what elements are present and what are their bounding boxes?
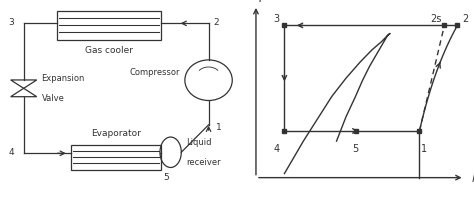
Text: 3: 3 xyxy=(9,18,14,27)
Text: 1: 1 xyxy=(421,143,427,153)
Text: 3: 3 xyxy=(273,14,280,24)
Text: 2: 2 xyxy=(462,14,468,24)
Text: Compressor: Compressor xyxy=(129,68,180,77)
Text: 2s: 2s xyxy=(431,14,442,24)
Text: Evaporator: Evaporator xyxy=(91,128,141,137)
Text: 1: 1 xyxy=(216,123,221,132)
Text: Gas cooler: Gas cooler xyxy=(85,46,133,55)
Bar xyxy=(57,12,161,40)
Text: 5: 5 xyxy=(352,143,359,153)
Text: 4: 4 xyxy=(273,143,280,153)
Text: h: h xyxy=(472,173,474,183)
Text: 2: 2 xyxy=(213,18,219,27)
Text: 5: 5 xyxy=(163,172,169,181)
Text: 4: 4 xyxy=(9,147,14,156)
Text: receiver: receiver xyxy=(186,158,221,167)
Text: P: P xyxy=(258,0,265,4)
Text: Liquid: Liquid xyxy=(186,138,211,146)
Text: Valve: Valve xyxy=(42,94,64,103)
Text: Expansion: Expansion xyxy=(42,74,85,83)
Bar xyxy=(71,145,161,170)
